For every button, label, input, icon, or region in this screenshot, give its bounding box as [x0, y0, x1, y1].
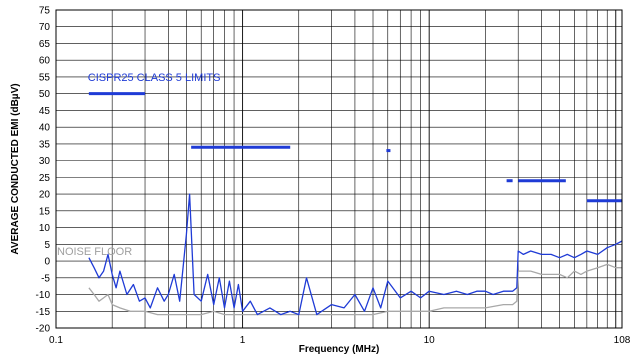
annotation-noise-floor: NOISE FLOOR: [57, 246, 132, 258]
y-tick-label: 35: [39, 139, 51, 150]
x-axis-label: Frequency (MHz): [299, 344, 380, 355]
y-tick-label: 15: [39, 206, 51, 217]
y-axis-label: AVERAGE CONDUCTED EMI (dBµV): [10, 83, 21, 254]
y-tick-label: 30: [39, 156, 51, 167]
y-tick-label: 75: [39, 6, 51, 17]
y-tick-label: -10: [36, 290, 51, 301]
grid: [55, 9, 622, 329]
series-lines: [88, 193, 623, 316]
y-tick-label: 70: [39, 22, 51, 33]
noise-floor-line: [88, 263, 622, 316]
y-tick-label: -5: [41, 273, 50, 284]
x-tick-label: 10: [424, 335, 436, 346]
y-tick-label: 50: [39, 89, 51, 100]
y-tick-label: 65: [39, 39, 51, 50]
y-tick-label: 5: [44, 240, 50, 251]
y-tick-label: 40: [39, 123, 51, 134]
y-tick-label: 20: [39, 190, 51, 201]
y-tick-label: 25: [39, 173, 51, 184]
x-tick-labels: 0.1 1 10 108: [49, 335, 631, 346]
plot-frame: [55, 9, 623, 329]
y-tick-label: 10: [39, 223, 51, 234]
x-tick-label: 1: [240, 335, 246, 346]
y-tick-labels: -20 -15 -10 -5 0 5 10 15 20 25 30 35 40 45 50 55 60 65 70 7…: [36, 6, 51, 335]
y-tick-label: 45: [39, 106, 51, 117]
y-tick-label: 55: [39, 72, 51, 83]
emi-spectrum-line: [88, 193, 623, 316]
y-tick-label: 60: [39, 56, 51, 67]
x-tick-label: 0.1: [49, 335, 63, 346]
y-tick-label: -20: [36, 324, 51, 335]
x-tick-label: 108: [614, 335, 631, 346]
y-tick-label: 0: [44, 257, 50, 268]
annotation-cispr25-limits: CISPR25 CLASS 5 LIMITS: [88, 72, 221, 84]
limit-lines: [88, 92, 622, 203]
y-tick-label: -15: [36, 307, 51, 318]
